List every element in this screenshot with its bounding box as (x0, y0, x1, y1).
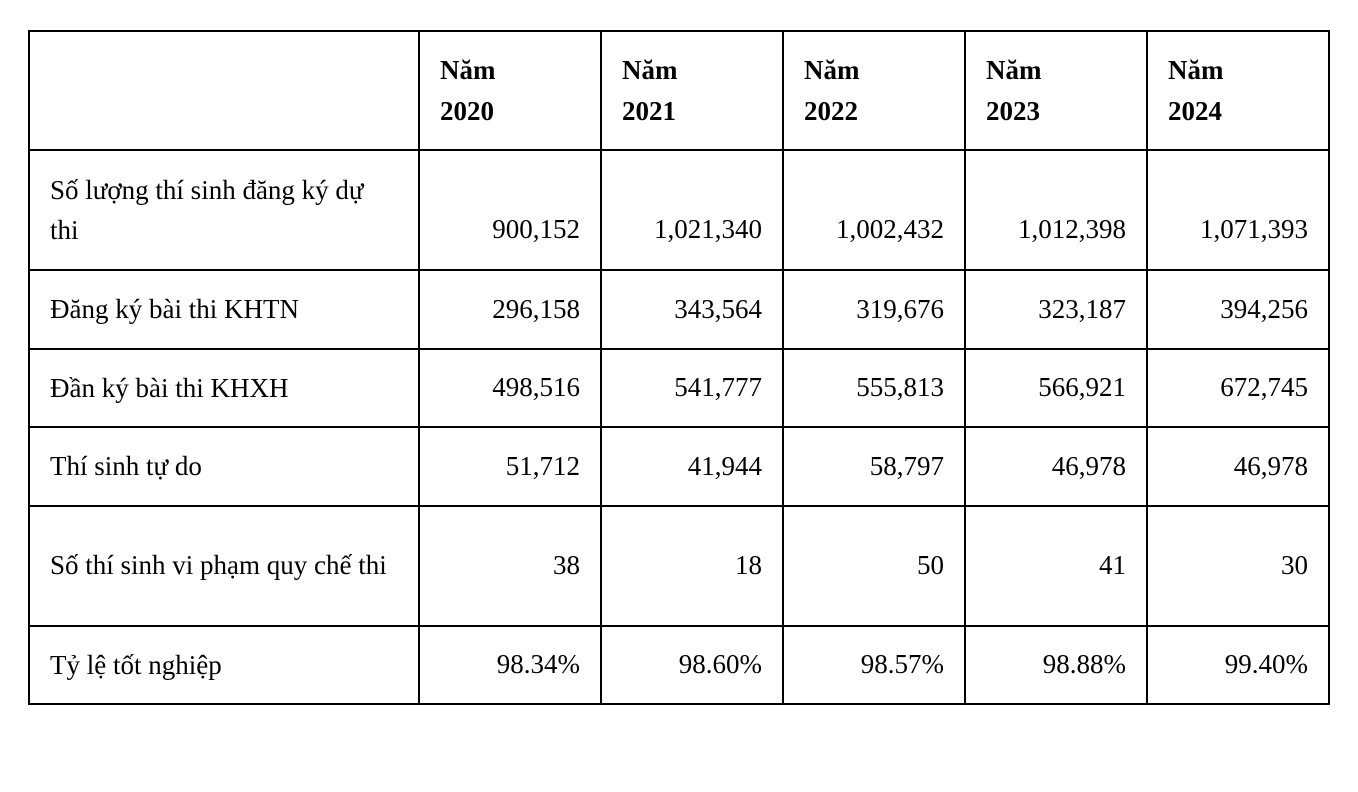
cell-value: 98.34% (419, 626, 601, 705)
cell-value: 98.57% (783, 626, 965, 705)
header-year-2024: Năm 2024 (1147, 31, 1329, 150)
cell-value: 46,978 (965, 427, 1147, 506)
cell-value: 30 (1147, 506, 1329, 626)
table-row: Tỷ lệ tốt nghiệp 98.34% 98.60% 98.57% 98… (29, 626, 1329, 705)
cell-value: 498,516 (419, 349, 601, 428)
cell-value: 555,813 (783, 349, 965, 428)
cell-value: 319,676 (783, 270, 965, 349)
header-row: Năm 2020 Năm 2021 Năm 2022 Năm 2023 Năm … (29, 31, 1329, 150)
header-year-2021: Năm 2021 (601, 31, 783, 150)
row-label: Đần ký bài thi KHXH (29, 349, 419, 428)
cell-value: 343,564 (601, 270, 783, 349)
cell-value: 98.60% (601, 626, 783, 705)
cell-value: 1,021,340 (601, 150, 783, 270)
cell-value: 38 (419, 506, 601, 626)
cell-value: 18 (601, 506, 783, 626)
cell-value: 566,921 (965, 349, 1147, 428)
header-year-2022: Năm 2022 (783, 31, 965, 150)
cell-value: 46,978 (1147, 427, 1329, 506)
cell-value: 1,071,393 (1147, 150, 1329, 270)
table-row: Đần ký bài thi KHXH 498,516 541,777 555,… (29, 349, 1329, 428)
table-row: Thí sinh tự do 51,712 41,944 58,797 46,9… (29, 427, 1329, 506)
cell-value: 41 (965, 506, 1147, 626)
cell-value: 99.40% (1147, 626, 1329, 705)
cell-value: 1,012,398 (965, 150, 1147, 270)
header-year-2023: Năm 2023 (965, 31, 1147, 150)
cell-value: 323,187 (965, 270, 1147, 349)
header-blank (29, 31, 419, 150)
cell-value: 296,158 (419, 270, 601, 349)
row-label: Đăng ký bài thi KHTN (29, 270, 419, 349)
row-label: Số lượng thí sinh đăng ký dự thi (29, 150, 419, 270)
cell-value: 541,777 (601, 349, 783, 428)
table-row: Đăng ký bài thi KHTN 296,158 343,564 319… (29, 270, 1329, 349)
cell-value: 672,745 (1147, 349, 1329, 428)
cell-value: 1,002,432 (783, 150, 965, 270)
header-year-2020: Năm 2020 (419, 31, 601, 150)
table-body: Số lượng thí sinh đăng ký dự thi 900,152… (29, 150, 1329, 704)
cell-value: 98.88% (965, 626, 1147, 705)
cell-value: 50 (783, 506, 965, 626)
cell-value: 394,256 (1147, 270, 1329, 349)
cell-value: 41,944 (601, 427, 783, 506)
table-row: Số lượng thí sinh đăng ký dự thi 900,152… (29, 150, 1329, 270)
data-table: Năm 2020 Năm 2021 Năm 2022 Năm 2023 Năm … (28, 30, 1330, 705)
cell-value: 900,152 (419, 150, 601, 270)
row-label: Số thí sinh vi phạm quy chế thi (29, 506, 419, 626)
cell-value: 51,712 (419, 427, 601, 506)
row-label: Thí sinh tự do (29, 427, 419, 506)
row-label: Tỷ lệ tốt nghiệp (29, 626, 419, 705)
cell-value: 58,797 (783, 427, 965, 506)
table-row: Số thí sinh vi phạm quy chế thi 38 18 50… (29, 506, 1329, 626)
